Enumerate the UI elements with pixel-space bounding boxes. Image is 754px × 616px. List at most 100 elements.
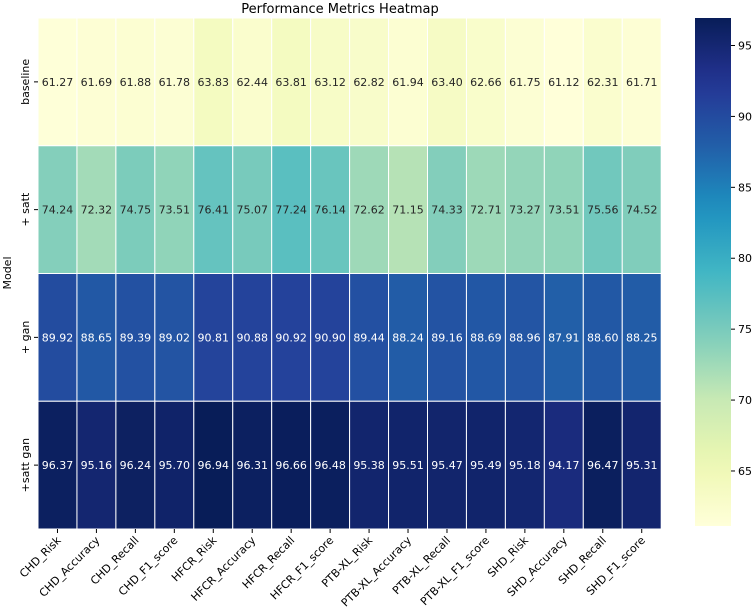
cell-value-label: 88.96 — [509, 331, 541, 344]
cell-value-label: 95.38 — [353, 459, 385, 472]
heatmap-cell — [232, 145, 273, 274]
heatmap-cell — [427, 273, 467, 402]
cell-value-label: 96.24 — [120, 459, 152, 472]
heatmap-cell — [310, 17, 351, 147]
cell-value-label: 63.40 — [431, 76, 463, 89]
cell-value-label: 76.14 — [314, 204, 346, 217]
cell-value-label: 96.37 — [42, 459, 74, 472]
heatmap-cell — [193, 273, 234, 402]
cell-value-label: 74.24 — [42, 204, 74, 217]
cell-value-label: 76.41 — [198, 204, 230, 217]
cell-value-label: 89.92 — [42, 331, 74, 344]
colorbar-ticks: 65 70 75 80 85 90 95 — [731, 40, 752, 478]
cell-value-label: 88.24 — [392, 331, 424, 344]
cell-value-label: 73.27 — [509, 204, 541, 217]
cell-value-label: 72.71 — [470, 204, 502, 217]
cell-value-label: 61.69 — [81, 76, 113, 89]
cell-value-label: 90.81 — [198, 331, 230, 344]
cell-value-label: 96.48 — [314, 459, 346, 472]
heatmap-cell — [621, 17, 662, 147]
cell-value-label: 95.47 — [431, 459, 463, 472]
heatmap-cell — [465, 17, 506, 147]
cell-value-label: 61.27 — [42, 76, 74, 89]
cell-value-label: 62.31 — [587, 76, 619, 89]
heatmap-cell — [154, 273, 195, 402]
colorbar-tick-label: 85 — [738, 181, 752, 194]
cell-value-label: 73.51 — [548, 204, 580, 217]
cell-value-label: 62.82 — [353, 76, 385, 89]
cell-value-label: 88.60 — [587, 331, 619, 344]
cell-value-label: 72.32 — [81, 204, 113, 217]
cell-value-label: 73.51 — [159, 204, 191, 217]
heatmap-cell — [582, 273, 623, 402]
heatmap-cell — [193, 400, 234, 530]
cell-value-label: 89.39 — [120, 331, 152, 344]
heatmap-cell — [76, 145, 117, 274]
cell-value-label: 88.25 — [626, 331, 658, 344]
cell-value-label: 63.83 — [198, 76, 230, 89]
cell-value-label: 88.69 — [470, 331, 502, 344]
colorbar-tick-label: 90 — [738, 110, 752, 123]
cell-value-label: 89.02 — [159, 331, 191, 344]
colorbar — [695, 18, 731, 526]
cell-value-label: 95.51 — [392, 459, 424, 472]
heatmap-cell — [621, 400, 662, 530]
heatmap-cell — [504, 273, 545, 402]
heatmap-cell — [349, 145, 390, 274]
cell-value-label: 96.66 — [275, 459, 307, 472]
heatmap-cell — [37, 17, 78, 147]
column-tick-label: PTB-XL_Accuracy — [339, 534, 415, 610]
heatmap-cell — [76, 400, 117, 530]
cell-value-label: 95.18 — [509, 459, 541, 472]
heatmap-cell — [388, 273, 428, 402]
cell-value-label: 62.44 — [236, 76, 268, 89]
cell-value-label: 89.16 — [431, 331, 463, 344]
colorbar-tick-label: 80 — [738, 252, 752, 265]
heatmap-cell — [271, 273, 312, 402]
cell-value-label: 72.62 — [353, 204, 385, 217]
cell-value-label: 61.71 — [626, 76, 658, 89]
cell-value-label: 89.44 — [353, 331, 385, 344]
cell-value-label: 75.07 — [236, 204, 268, 217]
cell-value-label: 61.78 — [159, 76, 191, 89]
colorbar-gradient — [695, 18, 731, 526]
colorbar-tick-label: 75 — [738, 323, 752, 336]
cell-value-label: 95.70 — [159, 459, 191, 472]
heatmap-cell — [271, 145, 312, 274]
row-tick-label: + gan — [19, 321, 32, 354]
heatmap-cell — [582, 145, 623, 274]
cell-value-label: 61.75 — [509, 76, 541, 89]
cell-value-label: 88.65 — [81, 331, 113, 344]
cell-value-label: 96.31 — [236, 459, 268, 472]
heatmap-cell — [193, 145, 234, 274]
row-tick-label: +satt gan — [19, 438, 32, 493]
cell-value-label: 90.90 — [314, 331, 346, 344]
cell-value-label: 90.88 — [236, 331, 268, 344]
cell-value-label: 61.88 — [120, 76, 152, 89]
heatmap-cell — [154, 145, 195, 274]
column-tick-labels: CHD_RiskCHD_AccuracyCHD_RecallCHD_F1_sco… — [17, 529, 648, 609]
heatmap-cell — [232, 400, 273, 530]
heatmap-cell — [115, 145, 156, 274]
cell-value-label: 95.31 — [626, 459, 658, 472]
cell-value-label: 95.16 — [81, 459, 113, 472]
heatmap-cell — [271, 400, 312, 530]
chart-title: Performance Metrics Heatmap — [241, 2, 439, 17]
heatmap-cell — [310, 273, 351, 402]
heatmap-cell — [115, 17, 156, 147]
cell-value-label: 75.56 — [587, 204, 619, 217]
heatmap-cell — [465, 145, 506, 274]
heatmap-cell — [310, 400, 351, 530]
cell-value-label: 87.91 — [548, 331, 580, 344]
cell-value-label: 74.75 — [120, 204, 152, 217]
heatmap-cell — [504, 400, 545, 530]
row-tick-label: baseline — [19, 59, 32, 105]
cell-value-label: 90.92 — [275, 331, 307, 344]
colorbar-tick-label: 95 — [738, 40, 752, 53]
y-axis-label: Model — [1, 256, 14, 289]
heatmap-cell — [543, 17, 584, 147]
heatmap-cell — [504, 145, 545, 274]
cell-value-label: 96.94 — [198, 459, 230, 472]
heatmap-cell — [76, 17, 117, 147]
heatmap-cell — [427, 145, 467, 274]
